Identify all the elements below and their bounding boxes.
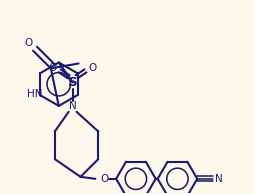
Text: N: N: [69, 101, 76, 111]
Text: O: O: [24, 38, 32, 48]
Text: O: O: [88, 63, 96, 73]
Text: O: O: [100, 174, 108, 184]
Text: HN: HN: [27, 89, 43, 99]
Text: O: O: [49, 63, 57, 73]
Text: N: N: [214, 174, 222, 184]
Text: S: S: [68, 76, 77, 89]
